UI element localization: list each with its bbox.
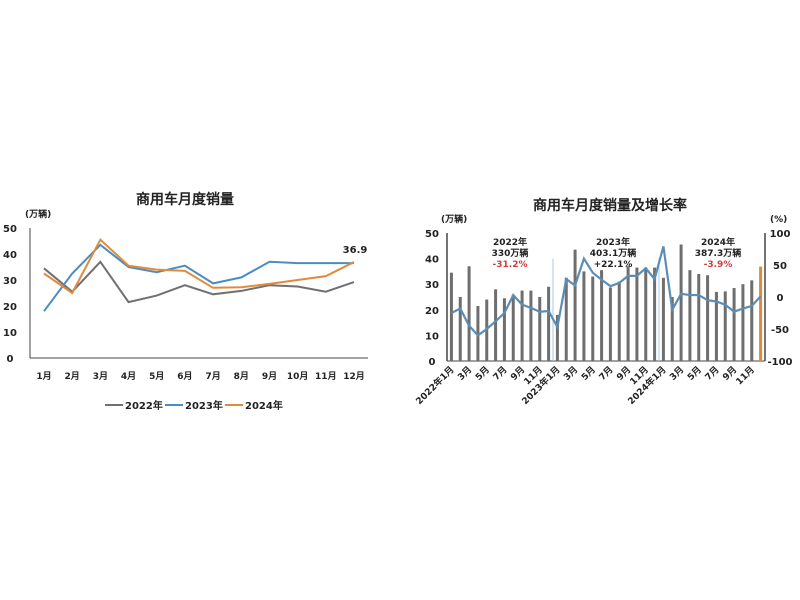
legend-label: 2024年 bbox=[245, 399, 283, 412]
y-tick-label: 10 bbox=[425, 331, 439, 342]
y2-tick-label: -100 bbox=[767, 357, 792, 368]
y-axis-label: (万辆) bbox=[25, 208, 51, 220]
y-tick-label: 0 bbox=[429, 357, 436, 368]
annotation-year: 2023年 bbox=[596, 236, 630, 248]
annotation-total: 330万辆 bbox=[492, 247, 529, 259]
bar bbox=[679, 244, 683, 361]
bar bbox=[467, 266, 471, 361]
bar bbox=[511, 294, 515, 361]
chart-title: 商用车月度销量 bbox=[136, 191, 234, 208]
annotation-year: 2024年 bbox=[701, 236, 735, 248]
bar bbox=[547, 286, 551, 361]
bar bbox=[732, 288, 736, 361]
bar bbox=[608, 287, 612, 361]
x-tick-label: 9月 bbox=[262, 371, 277, 382]
x-tick-label: 3月 bbox=[668, 364, 687, 383]
x-tick-label: 4月 bbox=[121, 371, 136, 382]
bar bbox=[697, 273, 701, 361]
chart-title: 商用车月度销量及增长率 bbox=[533, 197, 687, 214]
x-tick-label: 5月 bbox=[149, 371, 164, 382]
x-tick-label: 10月 bbox=[287, 371, 309, 382]
bar bbox=[626, 266, 630, 361]
y-tick-label: 20 bbox=[425, 306, 439, 317]
x-tick-label: 7月 bbox=[597, 364, 616, 383]
bar bbox=[723, 291, 727, 361]
legend-label: 2022年 bbox=[125, 399, 163, 412]
bar bbox=[494, 289, 498, 361]
annotation-total: 387.3万辆 bbox=[695, 247, 741, 259]
bar bbox=[555, 314, 559, 361]
series-line-2024年 bbox=[43, 238, 355, 295]
y2-tick-label: 100 bbox=[770, 229, 791, 240]
x-tick-label: 3月 bbox=[456, 364, 475, 383]
bar bbox=[759, 266, 763, 361]
y-tick-label: 10 bbox=[3, 328, 17, 339]
x-tick-label: 1月 bbox=[36, 371, 51, 382]
x-tick-label: 3月 bbox=[562, 364, 581, 383]
annotation-growth: -31.2% bbox=[493, 260, 528, 270]
y-tick-label: 50 bbox=[425, 229, 439, 240]
y2-tick-label: 0 bbox=[777, 293, 784, 304]
bar bbox=[502, 298, 506, 361]
bar bbox=[635, 267, 639, 361]
annotation-growth: -3.9% bbox=[704, 260, 733, 270]
bar bbox=[582, 271, 586, 361]
x-tick-label: 3月 bbox=[93, 371, 108, 382]
bar bbox=[600, 270, 604, 361]
bar bbox=[573, 249, 577, 361]
bar bbox=[750, 280, 754, 361]
x-tick-label: 7月 bbox=[491, 364, 510, 383]
x-tick-label: 2月 bbox=[65, 371, 80, 382]
bar bbox=[653, 267, 657, 361]
bar bbox=[520, 290, 524, 361]
x-tick-label: 11月 bbox=[734, 364, 757, 387]
y-tick-label: 50 bbox=[3, 224, 17, 235]
y-tick-label: 40 bbox=[425, 255, 439, 266]
x-tick-label: 7月 bbox=[205, 371, 220, 382]
y2-axis-label: (%) bbox=[770, 215, 787, 225]
x-tick-label: 12月 bbox=[343, 371, 365, 382]
bar bbox=[529, 290, 533, 361]
annotation-growth: +22.1% bbox=[594, 260, 633, 270]
bar bbox=[714, 291, 718, 361]
bar bbox=[661, 277, 665, 361]
bar bbox=[476, 305, 480, 361]
bar bbox=[617, 281, 621, 361]
y-tick-label: 30 bbox=[3, 276, 17, 287]
bar bbox=[688, 270, 692, 361]
bar bbox=[706, 275, 710, 361]
legend-label: 2023年 bbox=[185, 399, 223, 412]
y2-tick-label: -50 bbox=[771, 325, 789, 336]
annotation-year: 2022年 bbox=[493, 236, 527, 248]
bar bbox=[591, 276, 595, 361]
bar bbox=[670, 297, 674, 361]
y2-tick-label: 50 bbox=[773, 261, 787, 272]
annotation-total: 403.1万辆 bbox=[590, 247, 636, 259]
bar bbox=[449, 272, 453, 361]
y-tick-label: 20 bbox=[3, 302, 17, 313]
x-tick-label: 5月 bbox=[685, 364, 704, 383]
series-line-2022年 bbox=[43, 260, 355, 304]
x-tick-label: 5月 bbox=[473, 364, 492, 383]
data-label: 36.9 bbox=[343, 245, 368, 256]
bar bbox=[538, 297, 542, 361]
bar bbox=[458, 297, 462, 361]
bar bbox=[644, 267, 648, 361]
x-tick-label: 8月 bbox=[234, 371, 249, 382]
bar bbox=[741, 284, 745, 361]
x-tick-label: 6月 bbox=[177, 371, 192, 382]
y-tick-label: 30 bbox=[425, 280, 439, 291]
growth-rate-line bbox=[450, 246, 762, 337]
x-tick-label: 7月 bbox=[703, 364, 722, 383]
y-tick-label: 40 bbox=[3, 250, 17, 261]
x-tick-label: 11月 bbox=[315, 371, 337, 382]
bar bbox=[564, 277, 568, 361]
y-axis-label: (万辆) bbox=[441, 213, 467, 225]
x-tick-label: 5月 bbox=[579, 364, 598, 383]
x-tick-label: 2022年1月 bbox=[413, 364, 456, 407]
y-tick-label: 0 bbox=[7, 354, 14, 365]
